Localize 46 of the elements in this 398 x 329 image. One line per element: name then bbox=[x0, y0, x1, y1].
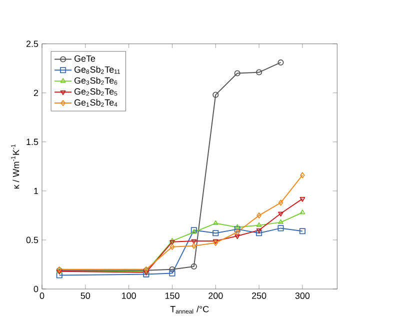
point bbox=[192, 242, 196, 249]
legend-label: Ge$_{1}$Sb$_{2}$Te$_{4}$ bbox=[74, 99, 118, 107]
legend-label: Ge$_{3}$Sb$_{2}$Te$_{6}$ bbox=[74, 77, 118, 85]
x-axis-title: T$_{anneal}$ /°C bbox=[170, 306, 209, 314]
point bbox=[234, 224, 240, 229]
point bbox=[169, 270, 176, 276]
point bbox=[234, 229, 240, 236]
point bbox=[256, 228, 262, 234]
x-tick-label: 50 bbox=[80, 292, 90, 299]
point bbox=[256, 222, 262, 227]
legend-label: GeTe bbox=[74, 55, 96, 62]
point bbox=[278, 200, 284, 206]
y-tick-label: 2 bbox=[34, 90, 38, 96]
point bbox=[256, 230, 262, 236]
point bbox=[170, 238, 175, 243]
point bbox=[191, 239, 197, 244]
point bbox=[212, 230, 219, 236]
point bbox=[234, 234, 240, 240]
point bbox=[234, 70, 240, 76]
legend-label: Ge$_{8}$Sb$_{2}$Te$_{11}$ bbox=[74, 66, 120, 74]
point bbox=[299, 228, 306, 234]
x-tick-label: 150 bbox=[165, 292, 180, 299]
y-tick-label: 2.5 bbox=[26, 40, 38, 48]
y-tick-label: 0 bbox=[34, 286, 38, 292]
point bbox=[256, 212, 262, 218]
y-tick-label: 1.5 bbox=[26, 138, 38, 146]
point bbox=[212, 220, 218, 226]
point bbox=[170, 244, 175, 250]
point bbox=[278, 225, 284, 232]
point bbox=[278, 219, 284, 224]
x-tick-label: 0 bbox=[40, 292, 44, 299]
point bbox=[169, 266, 176, 272]
point bbox=[234, 226, 240, 232]
y-tick-label: 0.5 bbox=[26, 236, 38, 244]
x-tick-label: 200 bbox=[208, 292, 223, 299]
point bbox=[190, 263, 197, 270]
point bbox=[170, 240, 175, 245]
x-tick-label: 100 bbox=[122, 292, 136, 299]
legend-label: Ge$_{2}$Sb$_{2}$Te$_{5}$ bbox=[74, 88, 118, 96]
point bbox=[256, 69, 262, 76]
y-axis-title: κ / Wm$^{-1}$K$^{-1}$ bbox=[11, 144, 20, 189]
x-tick-label: 250 bbox=[252, 292, 266, 299]
point bbox=[212, 92, 219, 98]
point bbox=[278, 212, 284, 217]
x-tick-label: 300 bbox=[295, 292, 310, 299]
y-tick-label: 1 bbox=[34, 188, 38, 194]
